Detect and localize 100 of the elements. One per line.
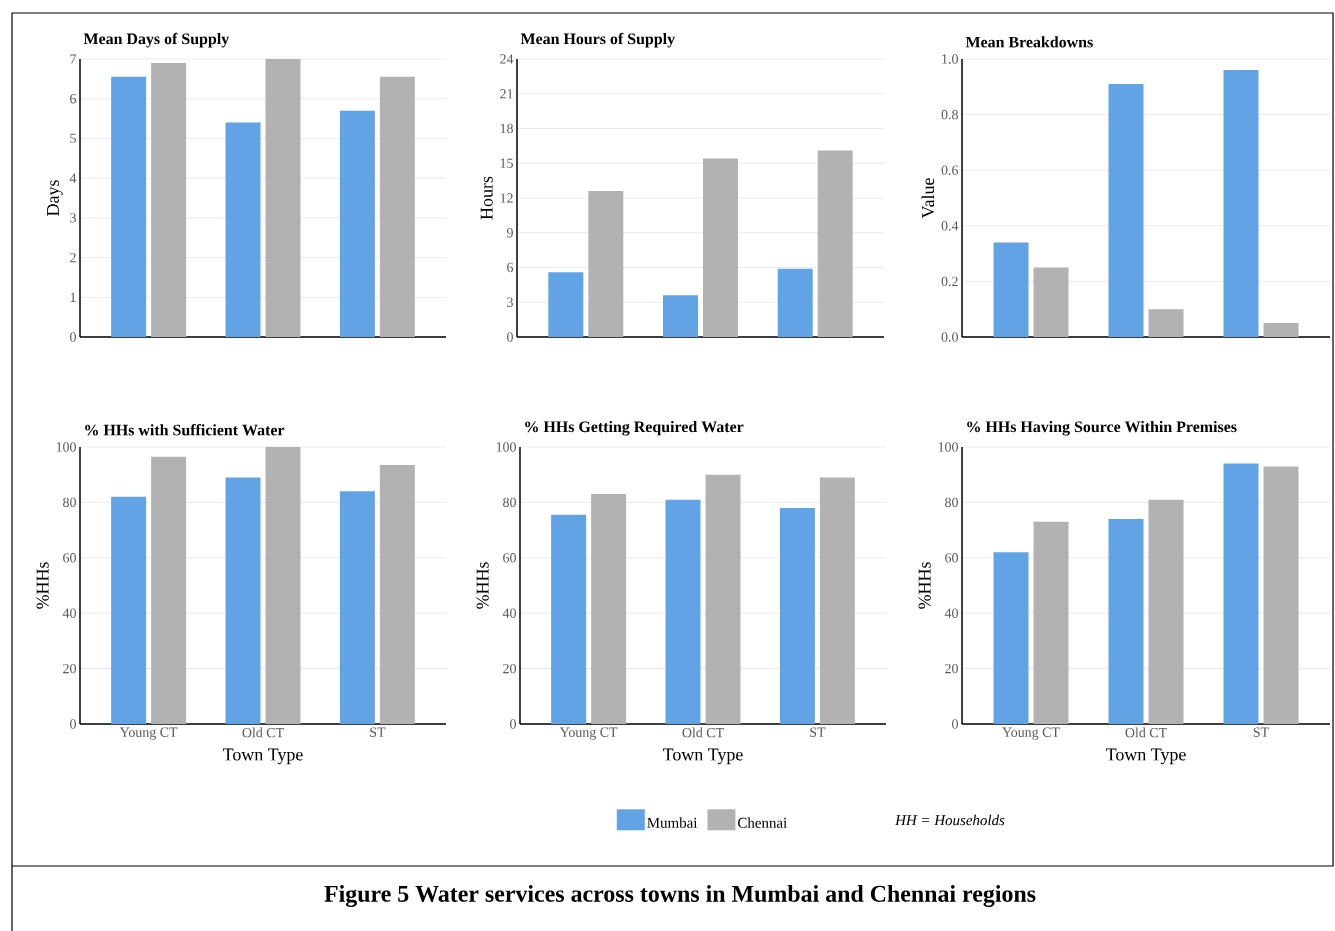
y-tick-label: 80 (503, 497, 516, 508)
y-tick-label: 40 (502, 608, 516, 618)
y-axis-title: %HHs (918, 562, 931, 609)
bar (548, 272, 584, 337)
y-tick-label: 0 (507, 332, 513, 342)
y-tick-label: 2 (70, 252, 76, 263)
bar (779, 507, 815, 724)
y-tick-label: 0.6 (941, 165, 959, 175)
bar (819, 477, 855, 724)
y-tick-label: 21 (500, 89, 513, 99)
chart-title: % HHs with Sufficient Water (85, 424, 285, 436)
y-tick-label: 100 (56, 442, 76, 452)
bar (705, 474, 741, 724)
y-tick-label: 0 (510, 719, 516, 729)
bar (703, 158, 739, 337)
y-tick-label: 3 (507, 297, 513, 307)
bar (225, 477, 261, 724)
x-axis-title: Town Type (1106, 748, 1186, 765)
y-axis-title: %HHs (36, 562, 49, 609)
bar (591, 494, 627, 724)
x-tick-label: Young CT (1002, 727, 1060, 740)
x-tick-label: ST (370, 727, 386, 737)
bar (777, 268, 813, 337)
x-tick-label: ST (810, 727, 826, 737)
y-tick-label: 7 (70, 54, 77, 64)
x-tick-label: Young CT (559, 727, 618, 740)
text: HH = Households (895, 814, 1005, 826)
bar (379, 76, 415, 337)
x-tick-label: ST (1253, 727, 1269, 737)
y-tick-label: 0.4 (941, 221, 959, 231)
y-axis-title: Value (921, 178, 935, 219)
y-tick-label: 1 (70, 292, 76, 302)
chart-title: % HHs Getting Required Water (525, 420, 744, 436)
bar (111, 76, 147, 337)
y-tick-label: 24 (500, 54, 514, 64)
bar (111, 496, 147, 724)
y-tick-label: 80 (63, 497, 76, 508)
legend-label: Mumbai (647, 817, 698, 828)
bar (379, 465, 415, 724)
bar (151, 456, 187, 724)
bar (1263, 323, 1299, 337)
bar (1263, 466, 1299, 724)
y-tick-label: 100 (496, 442, 516, 452)
y-tick-label: 20 (503, 663, 516, 674)
bar (225, 122, 261, 337)
y-tick-label: 15 (500, 158, 513, 168)
y-tick-label: 5 (70, 133, 76, 144)
y-tick-label: 6 (70, 94, 77, 104)
y-tick-label: 60 (503, 553, 516, 563)
legend-label: Chennai (738, 817, 787, 828)
x-axis-title: Town Type (663, 748, 743, 765)
chart-title: % HHs Having Source Within Premises (967, 420, 1237, 436)
bar (1148, 309, 1184, 337)
y-tick-label: 12 (500, 193, 513, 203)
bar (1223, 70, 1259, 337)
bar (993, 242, 1029, 337)
bar (1148, 499, 1184, 724)
chart-title: Mean Days of Supply (83, 32, 230, 48)
bar (665, 499, 701, 724)
y-axis-title: Hours (480, 176, 493, 220)
bar (339, 491, 375, 724)
bar (551, 514, 587, 724)
y-tick-label: 0 (70, 332, 76, 342)
bar (339, 110, 375, 337)
x-tick-label: Young CT (119, 727, 178, 740)
bar (993, 552, 1029, 724)
bar (663, 295, 699, 337)
y-tick-label: 0.2 (941, 276, 958, 287)
y-tick-label: 0.0 (941, 332, 958, 342)
y-tick-label: 80 (945, 497, 958, 508)
y-tick-label: 40 (944, 608, 958, 618)
y-axis-title: Days (47, 180, 63, 216)
y-tick-label: 0 (952, 719, 958, 729)
y-tick-label: 0 (70, 719, 76, 729)
y-tick-label: 20 (63, 663, 76, 674)
y-axis-title: %HHs (476, 562, 489, 609)
bar (1108, 84, 1144, 337)
bar (588, 191, 624, 337)
bar (1223, 463, 1259, 724)
bar (1033, 267, 1069, 337)
y-tick-label: 40 (62, 608, 76, 618)
y-tick-label: 100 (938, 442, 958, 452)
bar (1108, 519, 1144, 724)
x-tick-label: Old CT (682, 727, 724, 738)
y-tick-label: 18 (500, 123, 513, 134)
y-tick-label: 20 (945, 663, 958, 674)
bar (265, 59, 301, 337)
bar (151, 62, 187, 337)
y-tick-label: 60 (945, 553, 958, 563)
bar (817, 150, 853, 337)
caption: Figure 5 Water services across towns in Mumbai and Chennai regions (324, 885, 1036, 907)
y-tick-label: 6 (507, 262, 514, 273)
x-tick-label: Old CT (242, 727, 284, 738)
bar (1033, 521, 1069, 724)
y-tick-label: 60 (63, 553, 76, 563)
x-axis-title: Town Type (223, 748, 303, 765)
chart-title: Mean Breakdowns (965, 36, 1093, 48)
bar (265, 447, 301, 724)
y-tick-label: 4 (69, 173, 77, 183)
chart-title: Mean Hours of Supply (520, 32, 675, 48)
